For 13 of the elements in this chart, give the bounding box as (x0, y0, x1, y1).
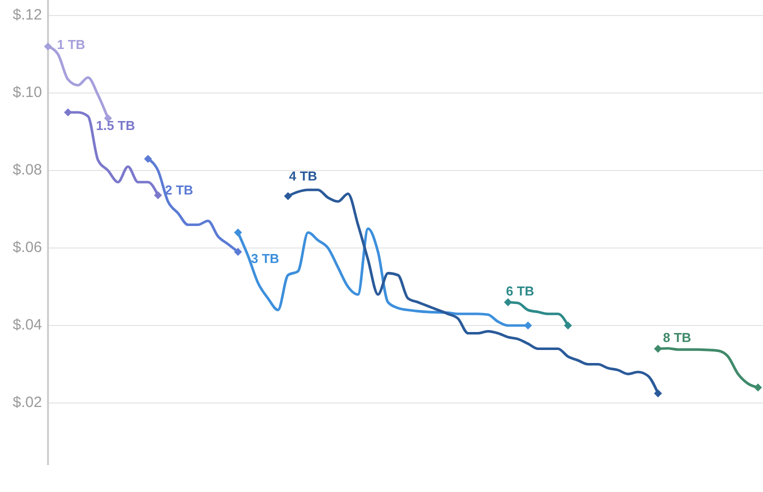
series-label: 6 TB (506, 284, 534, 299)
series-label: 1.5 TB (96, 118, 136, 133)
y-tick-label: $.04 (12, 316, 42, 334)
series-label: 4 TB (289, 168, 318, 184)
y-tick-label: $.02 (12, 394, 42, 411)
series-label: 8 TB (663, 330, 692, 346)
series-label: 3 TB (251, 250, 280, 266)
series-label: 2 TB (165, 182, 194, 198)
y-tick-label: $.08 (12, 161, 42, 178)
y-tick-label: $.10 (12, 84, 42, 101)
series-label: 1 TB (57, 36, 86, 52)
y-tick-label: $.12 (12, 6, 42, 24)
y-tick-label: $.06 (12, 238, 42, 256)
